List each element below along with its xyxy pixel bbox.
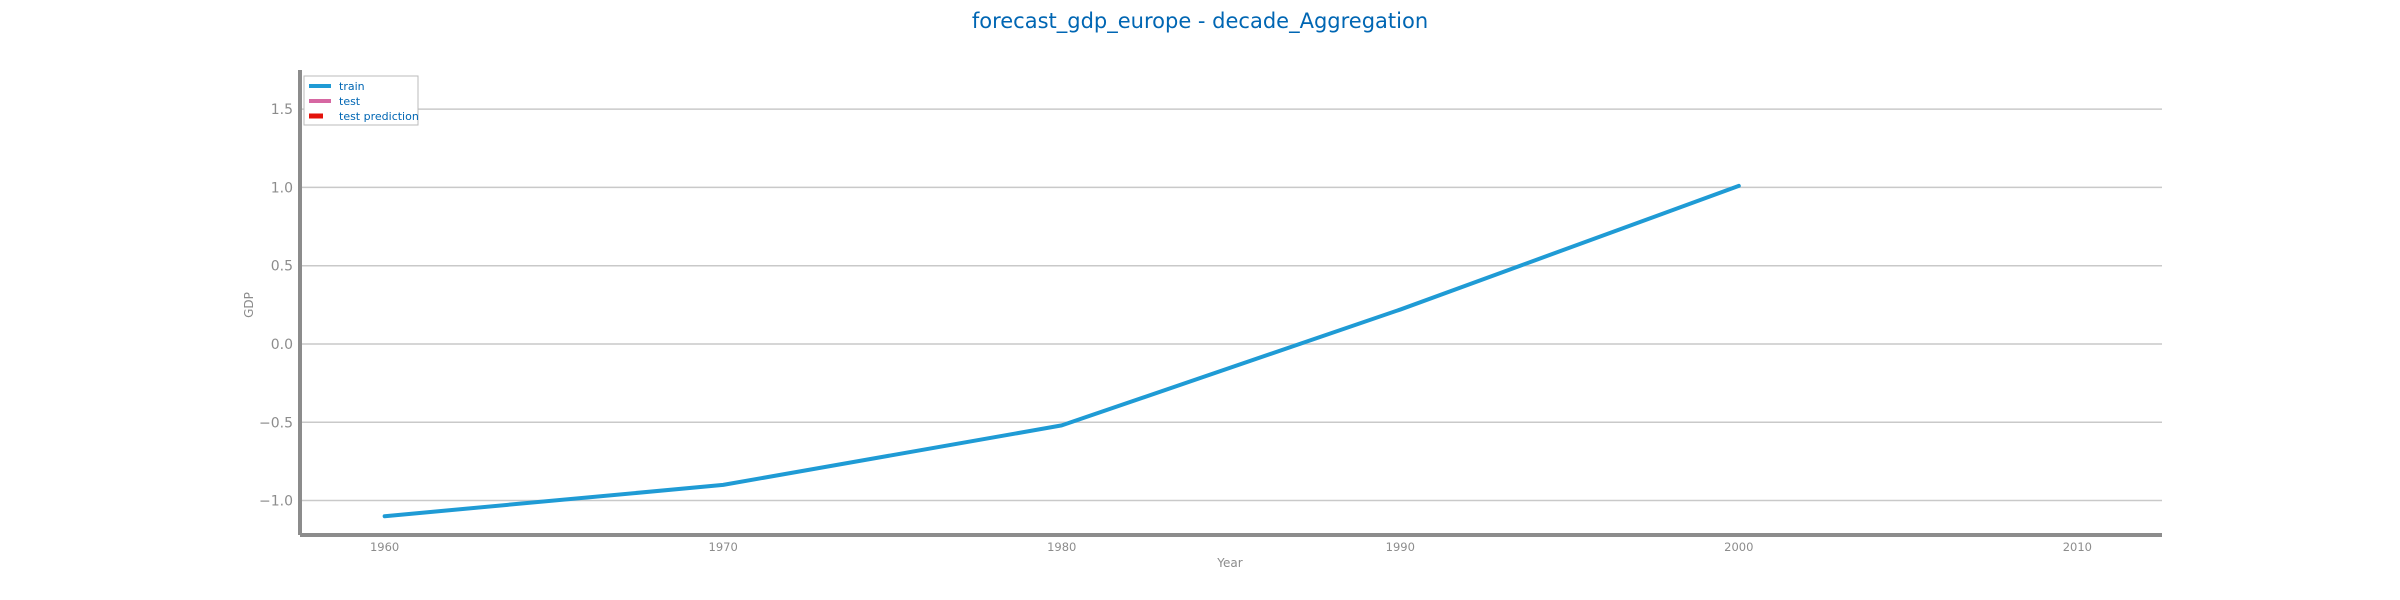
y-tick-label: 1.0 [271,180,293,196]
y-tick-label: 0.5 [271,259,293,275]
x-tick-label: 2000 [1724,540,1753,554]
y-tick-label: −1.0 [259,494,293,510]
y-tick-label: −0.5 [259,415,293,431]
legend-label: train [339,80,365,93]
chart-title: forecast_gdp_europe - decade_Aggregation [972,9,1428,34]
y-tick-label: 0.0 [271,337,293,353]
x-tick-label: 1980 [1047,540,1076,554]
x-tick-label: 2010 [2063,540,2092,554]
x-tick-label: 1970 [709,540,738,554]
x-tick-label: 1960 [370,540,399,554]
x-axis-label: Year [1216,556,1242,570]
series-line-train [382,183,1741,519]
y-tick-labels: −1.0 −0.5 0.0 0.5 1.0 1.5 [259,102,293,509]
grid [300,108,2162,502]
legend-label: test prediction [339,110,419,123]
y-axis-label: GDP [242,292,256,318]
y-tick-label: 1.5 [271,102,293,118]
x-tick-label: 1990 [1386,540,1415,554]
legend-label: test [339,95,361,108]
series-group [382,183,1741,519]
legend: train test test prediction [303,75,419,126]
x-tick-labels: 1960 1970 1980 1990 2000 2010 [370,540,2092,554]
